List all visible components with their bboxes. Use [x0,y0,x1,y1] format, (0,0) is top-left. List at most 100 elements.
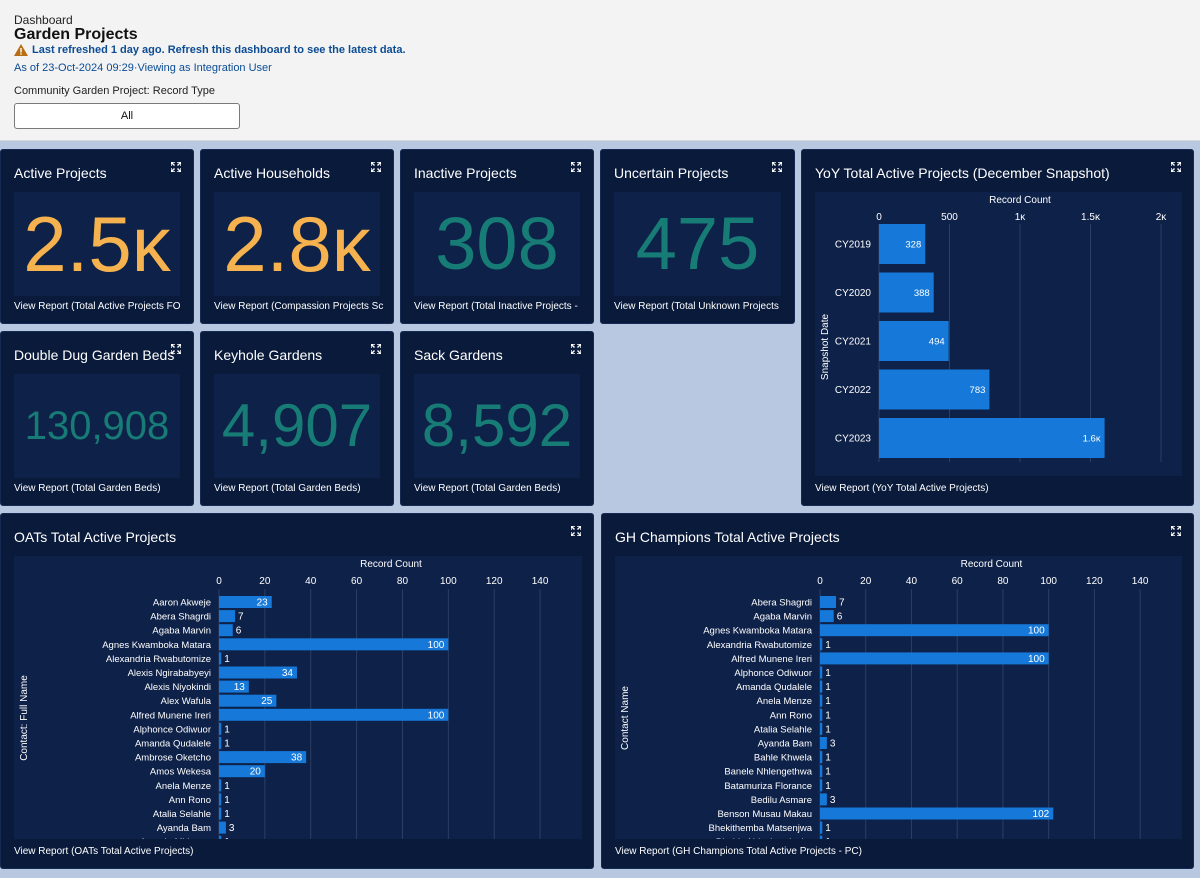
category-label: Atalia Selahle [754,724,812,735]
category-label: CY2022 [835,385,872,396]
category-label: Amanda Qudalele [135,739,211,750]
data-label: 3 [830,795,836,806]
category-label: Aaron Akweje [153,598,211,609]
category-label: CY2019 [835,240,872,251]
breadcrumb[interactable]: Dashboard [14,13,73,27]
data-label: 1 [825,668,831,679]
category-label: Ayanda Bam [758,739,812,750]
bar[interactable] [879,418,1105,458]
gh-bar-chart[interactable]: Record Count 0 20 40 60 80 100 120 140 Contact Na… [615,556,1182,848]
view-report-link[interactable]: View Report (Total Unknown Projects [614,301,779,312]
bar[interactable] [820,807,1054,820]
data-label: 388 [914,288,930,299]
bar[interactable] [820,765,823,778]
bar[interactable] [219,835,222,848]
expand-icon[interactable] [571,344,581,354]
expand-icon[interactable] [571,162,581,172]
bar[interactable] [219,624,233,637]
bar[interactable] [219,765,265,778]
expand-icon[interactable] [371,162,381,172]
bar[interactable] [219,821,226,834]
bar[interactable] [219,751,307,764]
expand-icon[interactable] [371,344,381,354]
metric-panel: 2.8ĸ [214,192,380,296]
bar[interactable] [820,708,823,721]
bar[interactable] [820,751,823,764]
bar[interactable] [820,652,1049,665]
bar[interactable] [219,652,222,665]
data-label: 1 [825,753,831,764]
bar[interactable] [219,793,222,806]
bar[interactable] [219,694,277,707]
bar[interactable] [820,694,823,707]
bar[interactable] [820,835,823,848]
x-tick-label: 120 [486,576,503,587]
sack-gardens-widget: Sack Gardens 8,592 View Report (Total Ga… [400,331,594,506]
data-label: 3 [830,739,836,750]
view-report-link[interactable]: View Report (Total Garden Beds) [414,483,561,494]
bar[interactable] [820,779,823,792]
view-report-link[interactable]: View Report (Total Inactive Projects - [414,301,578,312]
data-label: 494 [929,337,945,348]
bar[interactable] [820,722,823,735]
view-report-link[interactable]: View Report (GH Champions Total Active P… [615,846,862,857]
expand-icon[interactable] [1171,162,1181,172]
view-report-link[interactable]: View Report (YoY Total Active Projects) [815,483,989,494]
y-axis-title: Contact: Full Name [19,675,30,761]
data-label: 1 [224,739,230,750]
bar[interactable] [820,610,834,623]
view-report-link[interactable]: View Report (Total Active Projects FO [14,301,181,312]
bar[interactable] [820,624,1049,637]
bar[interactable] [879,369,990,410]
category-label: Alphonce Odiwuor [734,668,812,679]
bar[interactable] [820,793,827,806]
view-report-link[interactable]: View Report (Total Garden Beds) [214,483,361,494]
inactive-projects-widget: Inactive Projects 308 View Report (Total… [400,149,594,324]
view-report-link[interactable]: View Report (Compassion Projects Sc [214,301,384,312]
expand-icon[interactable] [1171,526,1181,536]
bar[interactable] [219,722,222,735]
bar[interactable] [219,779,222,792]
x-tick-label: 120 [1086,576,1103,587]
data-label: 1.6ĸ [1083,434,1101,445]
bar[interactable] [219,680,249,693]
double-dug-widget: Double Dug Garden Beds 130,908 View Repo… [0,331,194,506]
metric-value: 130,908 [24,404,170,448]
yoy-bar-chart[interactable]: Record Count 0 500 1ĸ 1.5ĸ 2ĸ Snapshot Date CY2… [815,192,1182,476]
bar[interactable] [820,638,823,651]
bar[interactable] [219,638,449,651]
bar[interactable] [219,708,449,721]
category-label: Batamuriza Florance [724,781,812,792]
expand-icon[interactable] [171,162,181,172]
category-label: Abera Shagrdi [150,612,211,623]
bar[interactable] [820,680,823,693]
x-tick-label: 20 [860,576,872,587]
x-tick-label: 500 [941,212,958,223]
bar[interactable] [219,666,297,679]
bar[interactable] [879,224,926,264]
category-label: Amos Wekesa [150,767,212,778]
oats-chart-widget: OATs Total Active Projects Record Count 0… [0,513,594,869]
expand-icon[interactable] [772,162,782,172]
expand-icon[interactable] [571,526,581,536]
bar[interactable] [219,807,222,820]
bar[interactable] [879,272,934,313]
bar[interactable] [219,610,236,623]
x-tick-label: 100 [440,576,457,587]
bar[interactable] [820,666,823,679]
bar[interactable] [820,596,837,608]
refresh-warning-text[interactable]: Last refreshed 1 day ago. Refresh this d… [32,44,406,56]
bar[interactable] [219,737,222,749]
metric-panel: 130,908 [14,374,180,478]
metric-panel: 308 [414,192,580,296]
expand-icon[interactable] [171,344,181,354]
record-type-filter-button[interactable]: All [14,103,240,129]
category-label: CY2023 [835,434,872,445]
bar[interactable] [820,821,823,834]
bar[interactable] [820,737,827,749]
view-report-link[interactable]: View Report (Total Garden Beds) [14,483,161,494]
view-report-link[interactable]: View Report (OATs Total Active Projects) [14,846,194,857]
bar[interactable] [219,596,272,608]
bar[interactable] [879,321,949,361]
